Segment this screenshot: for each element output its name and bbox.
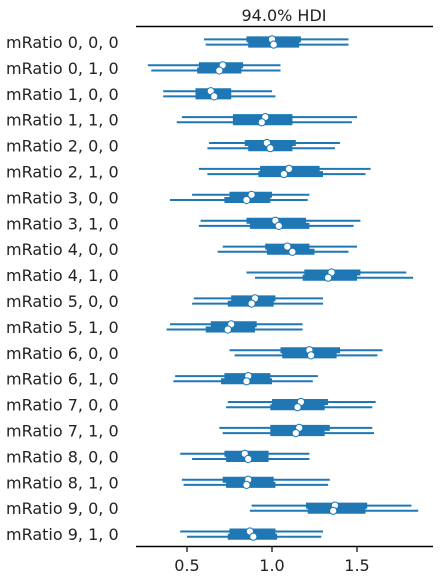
row-label: mRatio 3, 1, 0 bbox=[6, 214, 119, 233]
row-label: mRatio 4, 1, 0 bbox=[6, 266, 119, 285]
forest-row: mRatio 0, 1, 0 bbox=[6, 59, 281, 78]
mean-point bbox=[279, 170, 288, 179]
forest-row: mRatio 1, 1, 0 bbox=[6, 111, 357, 130]
mean-point bbox=[215, 66, 224, 75]
mean-point bbox=[244, 454, 253, 464]
mean-point bbox=[242, 195, 251, 205]
forest-row: mRatio 7, 0, 0 bbox=[6, 396, 376, 415]
forest-row: mRatio 0, 0, 0 bbox=[6, 33, 349, 52]
row-label: mRatio 0, 1, 0 bbox=[6, 59, 119, 78]
forest-row: mRatio 5, 1, 0 bbox=[6, 318, 303, 337]
row-label: mRatio 9, 0, 0 bbox=[6, 499, 119, 518]
row-label: mRatio 7, 0, 0 bbox=[6, 396, 119, 415]
forest-row: mRatio 7, 1, 0 bbox=[6, 422, 374, 441]
forest-row: mRatio 2, 0, 0 bbox=[6, 137, 340, 156]
forest-row: mRatio 9, 0, 0 bbox=[6, 499, 419, 518]
mean-point bbox=[284, 164, 294, 173]
forest-row: mRatio 3, 1, 0 bbox=[6, 214, 361, 233]
row-label: mRatio 7, 1, 0 bbox=[6, 422, 119, 441]
row-label: mRatio 1, 1, 0 bbox=[6, 111, 119, 130]
forest-row: mRatio 4, 0, 0 bbox=[6, 240, 357, 259]
mean-point bbox=[288, 247, 297, 256]
mean-point bbox=[324, 273, 333, 282]
forest-row: mRatio 6, 0, 0 bbox=[6, 344, 383, 363]
chart-title: 94.0% HDI bbox=[242, 6, 327, 25]
row-label: mRatio 3, 0, 0 bbox=[6, 188, 119, 207]
row-label: mRatio 2, 0, 0 bbox=[6, 137, 119, 156]
row-label: mRatio 8, 1, 0 bbox=[6, 473, 119, 492]
row-label: mRatio 4, 0, 0 bbox=[6, 240, 119, 259]
forest-row: mRatio 8, 1, 0 bbox=[6, 473, 330, 492]
mean-point bbox=[210, 92, 219, 101]
row-label: mRatio 6, 1, 0 bbox=[6, 370, 119, 389]
row-label: mRatio 6, 0, 0 bbox=[6, 344, 119, 363]
mean-point bbox=[266, 144, 275, 153]
rows-layer: mRatio 0, 0, 0 mRatio 0, 1, 0 mRatio 1, 0,… bbox=[6, 33, 419, 544]
mean-point bbox=[257, 118, 266, 127]
row-label: mRatio 9, 1, 0 bbox=[6, 525, 119, 544]
mean-point bbox=[249, 532, 258, 541]
forest-row: mRatio 8, 0, 0 bbox=[6, 447, 310, 466]
row-label: mRatio 5, 0, 0 bbox=[6, 292, 119, 311]
x-tick-label: 0.5 bbox=[174, 556, 199, 575]
forest-row: mRatio 6, 1, 0 bbox=[6, 370, 318, 389]
forest-row: mRatio 5, 0, 0 bbox=[6, 292, 323, 311]
mean-point bbox=[247, 299, 256, 308]
forest-row: mRatio 4, 1, 0 bbox=[6, 266, 414, 285]
mean-point bbox=[242, 480, 251, 489]
row-label: mRatio 5, 1, 0 bbox=[6, 318, 119, 337]
x-tick-label: 1.5 bbox=[344, 556, 369, 575]
mean-point bbox=[242, 377, 251, 386]
mean-point bbox=[307, 351, 316, 360]
mean-point bbox=[329, 506, 338, 515]
x-tick-label: 1.0 bbox=[259, 556, 284, 575]
mean-point bbox=[291, 429, 300, 438]
forest-row: mRatio 1, 0, 0 bbox=[6, 85, 276, 104]
x-axis-ticks: 0.5 1.0 1.5 bbox=[174, 546, 370, 575]
mean-point bbox=[293, 403, 302, 412]
mean-point bbox=[274, 221, 283, 230]
forest-row: mRatio 2, 1, 0 bbox=[6, 163, 371, 182]
mean-point bbox=[283, 242, 292, 251]
mean-point bbox=[269, 40, 278, 49]
mean-point bbox=[247, 190, 256, 199]
row-label: mRatio 8, 0, 0 bbox=[6, 447, 119, 466]
row-label: mRatio 1, 0, 0 bbox=[6, 85, 119, 104]
mean-point bbox=[223, 325, 232, 334]
forest-row: mRatio 3, 0, 0 bbox=[6, 188, 310, 207]
row-label: mRatio 0, 0, 0 bbox=[6, 33, 119, 52]
row-label: mRatio 2, 1, 0 bbox=[6, 163, 119, 182]
forest-row: mRatio 9, 1, 0 bbox=[6, 525, 323, 544]
